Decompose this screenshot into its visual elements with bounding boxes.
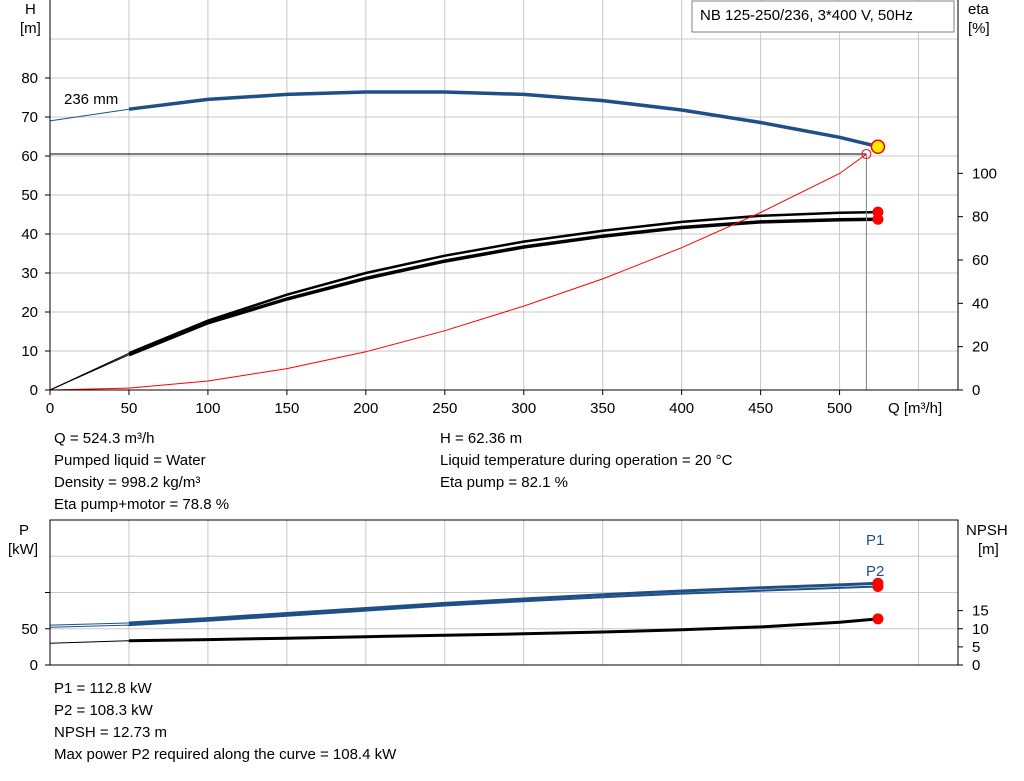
result-flow: Q = 524.3 m³/h [54, 430, 155, 447]
p-axis-unit: [kW] [8, 541, 38, 558]
npsh-end-marker [872, 613, 884, 625]
y-tick-label: 20 [21, 304, 38, 321]
p-axis-title: P [19, 522, 29, 539]
y-tick-label: 10 [21, 343, 38, 360]
y2-axis-unit-eta: [%] [968, 20, 990, 37]
duty-point-marker [870, 139, 886, 155]
x-tick-label: 50 [121, 400, 138, 417]
head-curve [128, 90, 879, 149]
p-tick-label: 0 [30, 657, 38, 674]
y2-tick-label: 40 [972, 295, 989, 312]
result-head: H = 62.36 m [440, 430, 523, 447]
axes [45, 0, 963, 666]
result-p2: P2 = 108.3 kW [54, 702, 153, 719]
top-curves [49, 90, 879, 391]
npsh-axis-title: NPSH [966, 522, 1008, 539]
results-bottom: P1 = 112.8 kW P2 = 108.3 kW NPSH = 12.73… [54, 678, 396, 766]
y-tick-label: 50 [21, 187, 38, 204]
head-curve-extension [49, 108, 130, 122]
power-end-marker [872, 580, 884, 592]
power-curve-extension [49, 624, 130, 628]
series-label-p2: P2 [866, 563, 884, 580]
npsh-curve-extension [49, 640, 130, 644]
y-tick-label: 30 [21, 265, 38, 282]
npsh-tick-label: 15 [972, 603, 989, 620]
series-label-p1: P1 [866, 532, 884, 549]
p-tick-label: 50 [21, 621, 38, 638]
results-top-right: H = 62.36 m Liquid temperature during op… [440, 428, 732, 494]
x-tick-label: 400 [669, 400, 694, 417]
npsh-tick-label: 10 [972, 621, 989, 638]
system-curve [49, 153, 867, 391]
x-tick-label: 300 [511, 400, 536, 417]
result-temperature: Liquid temperature during operation = 20… [440, 452, 733, 469]
result-max-power: Max power P2 required along the curve = … [54, 746, 397, 763]
results-top-left: Q = 524.3 m³/h Pumped liquid = Water Den… [54, 428, 229, 516]
x-tick-label: 150 [274, 400, 299, 417]
x-tick-label: 500 [827, 400, 852, 417]
y-tick-label: 0 [30, 382, 38, 399]
x-tick-label: 250 [432, 400, 457, 417]
y2-tick-label: 20 [972, 339, 989, 356]
npsh-axis-unit: [m] [978, 541, 999, 558]
eta-end-marker [872, 213, 884, 225]
y2-tick-label: 0 [972, 382, 980, 399]
y-tick-label: 80 [21, 70, 38, 87]
y-tick-label: 70 [21, 109, 38, 126]
result-npsh: NPSH = 12.73 m [54, 724, 167, 741]
y2-tick-label: 60 [972, 252, 989, 269]
y2-tick-label: 80 [972, 209, 989, 226]
x-tick-label: 200 [353, 400, 378, 417]
pump-title: NB 125-250/236, 3*400 V, 50Hz [700, 7, 913, 24]
eta-pump-motor-curve [128, 217, 878, 357]
npsh-curve [128, 617, 879, 643]
p1-curve [128, 581, 878, 625]
y-tick-label: 40 [21, 226, 38, 243]
y2-axis-title-eta: eta [968, 1, 990, 18]
result-p1: P1 = 112.8 kW [54, 680, 152, 697]
result-liquid: Pumped liquid = Water [54, 452, 206, 469]
eta-curve-extension [49, 354, 130, 391]
result-eta-pump: Eta pump = 82.1 % [440, 474, 568, 491]
y-axis-title-h: H [25, 1, 36, 18]
eta-pump-curve [128, 210, 878, 355]
x-axis-title: Q [m³/h] [888, 400, 942, 417]
system-point-marker [861, 149, 872, 160]
x-tick-label: 450 [748, 400, 773, 417]
y2-tick-label: 100 [972, 165, 997, 182]
pump-title-box [691, 0, 955, 33]
x-tick-label: 350 [590, 400, 615, 417]
x-tick-label: 0 [46, 400, 54, 417]
bottom-grid [49, 520, 958, 665]
npsh-tick-label: 5 [972, 639, 980, 656]
curve-label: 236 mm [64, 91, 118, 108]
bottom-curves [49, 581, 879, 644]
npsh-tick-label: 0 [972, 657, 980, 674]
x-tick-label: 100 [195, 400, 220, 417]
result-density: Density = 998.2 kg/m³ [54, 474, 201, 491]
power-curve-extension [49, 622, 130, 626]
y-axis-unit-h: [m] [20, 20, 41, 37]
tick-labels: 0 50 100 150 200 250 300 350 400 450 5000102030405… [21, 70, 997, 674]
markers [861, 139, 886, 625]
y-tick-label: 60 [21, 148, 38, 165]
result-eta-pump-motor: Eta pump+motor = 78.8 % [54, 496, 230, 513]
p2-curve [128, 585, 878, 627]
